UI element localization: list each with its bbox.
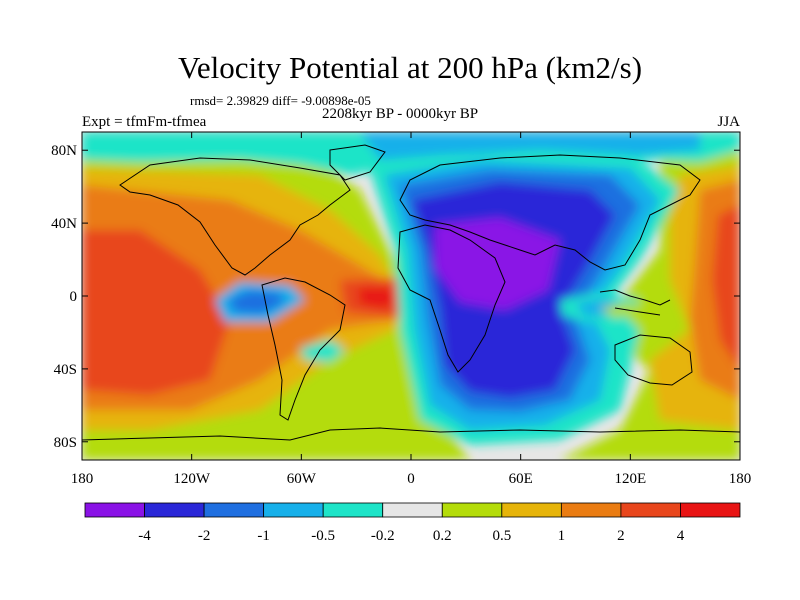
lat-tick-label: 40N [51,216,77,232]
contour-maritime-pos [600,303,640,318]
colorbar-swatch [680,502,741,518]
lat-tick-label: 40S [54,362,77,378]
colorbar-swatch [382,502,443,518]
colorbar-label: -0.2 [371,528,395,544]
lon-tick-label: 0 [407,471,415,487]
colorbar-label: -2 [198,528,211,544]
colorbar-swatch [501,502,562,518]
coast-greenland [329,144,386,181]
lon-tick-label: 120E [614,471,646,487]
coast-maritime [599,289,671,316]
colorbar-swatch [84,502,145,518]
colorbar-label: 2 [617,528,625,544]
lon-tick-label: 120W [173,471,211,487]
colorbar-swatch [560,502,622,518]
experiment-label: Expt = tfmFm-tfmea [82,114,207,130]
coast-australia [614,334,693,386]
plot-title: Velocity Potential at 200 hPa (km2/s) [177,50,643,85]
contour-band-neg0.5 [360,132,700,160]
season-label: JJA [717,114,740,130]
coast-antarctica [82,427,740,441]
latitude-axis: 80N 40N 0 40S 80S [51,143,740,451]
lon-tick-label: 180 [729,471,752,487]
colorbar-label: -1 [257,528,270,544]
colorbar-swatch [203,502,265,518]
longitude-axis: 180 120W 60W 0 60E 120E 180 [71,132,752,487]
contour-band-2-4 [82,230,230,395]
colorbar-swatch [441,502,503,518]
lon-tick-label: 180 [71,471,94,487]
stats-line: rmsd= 2.39829 diff= -9.00898e-05 [190,93,371,108]
colorbar-label: 0.2 [433,528,452,544]
contour-core-gt4 [358,288,396,308]
lat-tick-label: 80N [51,143,77,159]
colorbar-swatch [322,502,384,518]
contour-pacific-neg-blue [228,290,285,314]
colorbar-swatch [263,502,324,518]
lon-tick-label: 60W [287,471,317,487]
colorbar: -4 -2 -1 -0.5 -0.2 0.2 0.5 1 2 4 [84,502,741,544]
period-label: 2208kyr BP - 0000kyr BP [322,106,479,122]
contour-field [82,132,740,460]
coastlines [82,144,740,441]
contour-sa-neg [300,340,345,362]
colorbar-label: -0.5 [311,528,335,544]
colorbar-swatch [620,502,681,518]
colorbar-label: 1 [558,528,566,544]
coast-eurasia [399,154,701,271]
colorbar-label: 4 [677,528,685,544]
contour-band-2-4-east [712,205,740,370]
colorbar-label: -4 [138,528,151,544]
colorbar-swatch [144,502,205,518]
coast-africa [397,224,506,373]
coast-north-america [119,157,351,276]
lat-tick-label: 0 [70,289,78,305]
lat-tick-label: 80S [54,435,77,451]
lon-tick-label: 60E [509,471,533,487]
coast-south-america [261,277,346,421]
colorbar-label: 0.5 [492,528,511,544]
